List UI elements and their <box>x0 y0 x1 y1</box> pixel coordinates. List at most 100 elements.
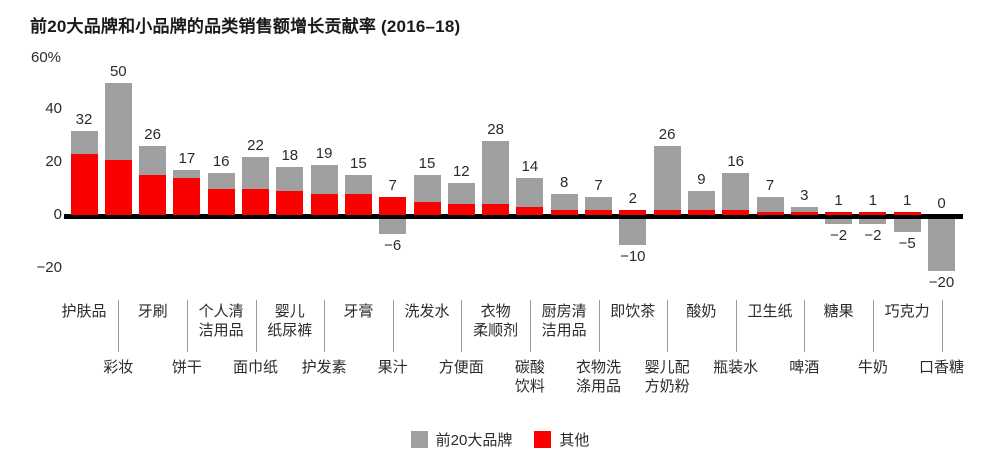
category-divider <box>529 300 531 352</box>
category-divider <box>804 300 806 352</box>
category-label: 瓶装水 <box>713 359 759 376</box>
bar-segment-top20 <box>790 207 818 213</box>
bar-value-label: 15 <box>350 155 367 173</box>
bar-segment-top20 <box>413 175 441 202</box>
category-label: 即饮茶 <box>610 303 656 320</box>
bar-segment-others <box>756 212 784 215</box>
bar-segment-others <box>276 191 304 215</box>
bar-segment-top20 <box>70 130 98 155</box>
category-label: 面巾纸 <box>232 359 278 376</box>
bar-segment-top20 <box>207 172 235 189</box>
bar-value-label: 1 <box>903 192 912 210</box>
category-divider <box>392 300 394 352</box>
legend-label-others: 其他 <box>559 432 590 449</box>
bar-value-label: 12 <box>452 163 470 181</box>
bar-negative-label: −20 <box>928 274 955 292</box>
bar-segment-others <box>516 207 544 215</box>
category-divider <box>461 300 463 352</box>
category-label: 洗发水 <box>404 303 450 320</box>
bar-segment-top20 <box>276 167 304 192</box>
category-label: 卫生纸 <box>747 303 793 320</box>
bar-value-label: 17 <box>178 150 196 168</box>
bar-value-label: 28 <box>487 121 504 139</box>
bar-segment-others <box>70 154 98 215</box>
bar-segment-others <box>550 209 578 215</box>
category-divider <box>941 300 943 352</box>
bar-segment-others <box>242 188 269 215</box>
category-label: 果汁 <box>377 359 408 376</box>
bar-segment-negative <box>379 218 407 235</box>
category-label: 护发素 <box>301 359 347 376</box>
category-label: 啤酒 <box>789 359 820 376</box>
bar-segment-others <box>207 188 235 215</box>
legend: 前20大品牌 其他 <box>0 429 1000 450</box>
category-label: 牙膏 <box>343 303 374 320</box>
legend-swatch-top20 <box>410 431 428 448</box>
bar-value-label: 8 <box>560 173 569 191</box>
bar-value-label: 0 <box>937 195 946 212</box>
bar-value-label: 14 <box>521 158 539 176</box>
bar-value-label: 7 <box>765 176 775 194</box>
bar-segment-negative <box>825 218 853 224</box>
y-tick-label: 0 <box>53 206 62 223</box>
category-label: 牙刷 <box>137 303 168 320</box>
legend-item-others: 其他 <box>534 429 589 450</box>
bar-value-label: 19 <box>315 144 333 162</box>
bar-segment-negative <box>893 218 921 232</box>
bar-value-label: 26 <box>658 126 676 144</box>
bar-segment-top20 <box>310 164 338 194</box>
bar-segment-top20 <box>585 196 612 210</box>
category-label: 碳酸 饮料 <box>514 359 545 395</box>
category-divider <box>118 300 120 352</box>
bar-negative-label: −6 <box>384 237 402 255</box>
category-label: 口香糖 <box>918 359 964 376</box>
bar-negative-label: −2 <box>830 226 848 244</box>
bar-segment-others <box>379 196 407 215</box>
bar-segment-top20 <box>173 170 201 179</box>
bar-segment-others <box>687 209 715 215</box>
category-label: 婴儿配 方奶粉 <box>644 359 690 395</box>
bar-segment-top20 <box>447 183 475 205</box>
bar-segment-others <box>653 209 681 215</box>
y-tick-label: 20 <box>45 153 62 171</box>
bar-segment-top20 <box>687 191 715 210</box>
bar-segment-top20 <box>722 172 750 210</box>
bar-segment-top20 <box>756 196 784 213</box>
bar-segment-others <box>722 209 750 215</box>
bar-segment-others <box>825 212 853 215</box>
bar-value-label: 7 <box>388 176 397 194</box>
bar-segment-top20 <box>344 175 372 194</box>
bar-segment-others <box>585 209 612 215</box>
bar-segment-others <box>104 159 132 215</box>
category-divider <box>872 300 874 352</box>
bar-value-label: 32 <box>75 110 93 128</box>
bar-segment-others <box>310 193 338 215</box>
chart-title: 前20大品牌和小品牌的品类销售额增长贡献率 (2016–18) <box>30 17 461 36</box>
bar-value-label: 1 <box>868 192 878 210</box>
bar-value-label: 7 <box>594 176 603 194</box>
bar-value-label: 22 <box>247 136 264 154</box>
bar-segment-others <box>173 178 201 215</box>
category-label: 婴儿 纸尿裤 <box>267 303 313 339</box>
y-tick-label: 40 <box>45 100 62 118</box>
bar-segment-others <box>859 212 887 215</box>
bar-segment-negative <box>619 218 647 245</box>
bar-segment-others <box>619 209 647 215</box>
category-divider <box>186 300 188 352</box>
bar-value-label: 2 <box>628 189 637 207</box>
bar-segment-negative <box>859 218 887 224</box>
category-label: 护肤品 <box>61 303 107 320</box>
category-label: 酸奶 <box>686 303 717 320</box>
bar-value-label: 26 <box>144 126 161 144</box>
x-axis-line <box>64 214 963 219</box>
bar-segment-top20 <box>104 83 132 160</box>
bar-value-label: 16 <box>727 152 745 170</box>
category-divider <box>667 300 669 352</box>
category-label: 糖果 <box>823 303 854 320</box>
category-label: 衣物洗 涤用品 <box>575 359 621 395</box>
bar-value-label: 18 <box>281 147 299 165</box>
category-divider <box>255 300 257 352</box>
bar-segment-others <box>893 212 921 215</box>
category-label: 厨房清 洁用品 <box>541 303 587 339</box>
